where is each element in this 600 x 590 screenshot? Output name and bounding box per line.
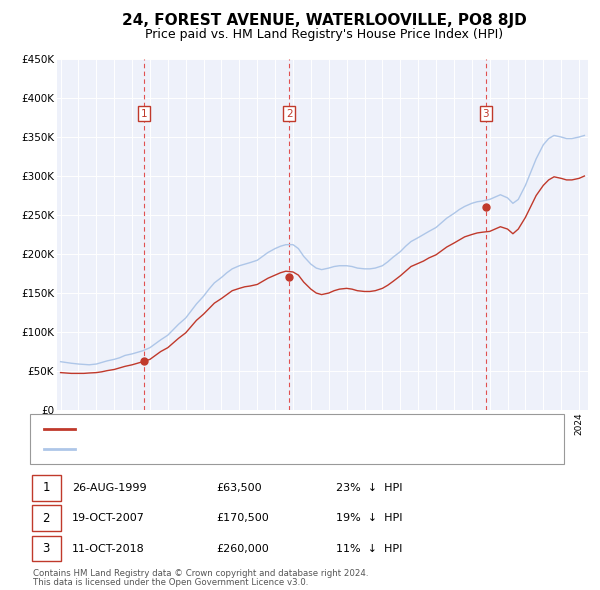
Text: 2: 2 — [286, 109, 293, 119]
Text: 11-OCT-2018: 11-OCT-2018 — [72, 544, 145, 553]
Text: 11%  ↓  HPI: 11% ↓ HPI — [336, 544, 403, 553]
Text: 3: 3 — [482, 109, 489, 119]
Text: 24, FOREST AVENUE, WATERLOOVILLE, PO8 8JD (semi-detached house): 24, FOREST AVENUE, WATERLOOVILLE, PO8 8J… — [82, 424, 430, 434]
Text: 19%  ↓  HPI: 19% ↓ HPI — [336, 513, 403, 523]
Text: 19-OCT-2007: 19-OCT-2007 — [72, 513, 145, 523]
Text: 1: 1 — [140, 109, 147, 119]
Text: £260,000: £260,000 — [216, 544, 269, 553]
Text: Contains HM Land Registry data © Crown copyright and database right 2024.: Contains HM Land Registry data © Crown c… — [33, 569, 368, 578]
Text: Price paid vs. HM Land Registry's House Price Index (HPI): Price paid vs. HM Land Registry's House … — [145, 28, 503, 41]
Text: 24, FOREST AVENUE, WATERLOOVILLE, PO8 8JD: 24, FOREST AVENUE, WATERLOOVILLE, PO8 8J… — [122, 13, 526, 28]
Text: HPI: Average price, semi-detached house, Havant: HPI: Average price, semi-detached house,… — [82, 444, 325, 454]
Text: 1: 1 — [43, 481, 50, 494]
Text: 2: 2 — [43, 512, 50, 525]
Text: 23%  ↓  HPI: 23% ↓ HPI — [336, 483, 403, 493]
Text: £63,500: £63,500 — [216, 483, 262, 493]
Text: 26-AUG-1999: 26-AUG-1999 — [72, 483, 146, 493]
Text: 3: 3 — [43, 542, 50, 555]
Text: This data is licensed under the Open Government Licence v3.0.: This data is licensed under the Open Gov… — [33, 578, 308, 588]
Text: £170,500: £170,500 — [216, 513, 269, 523]
